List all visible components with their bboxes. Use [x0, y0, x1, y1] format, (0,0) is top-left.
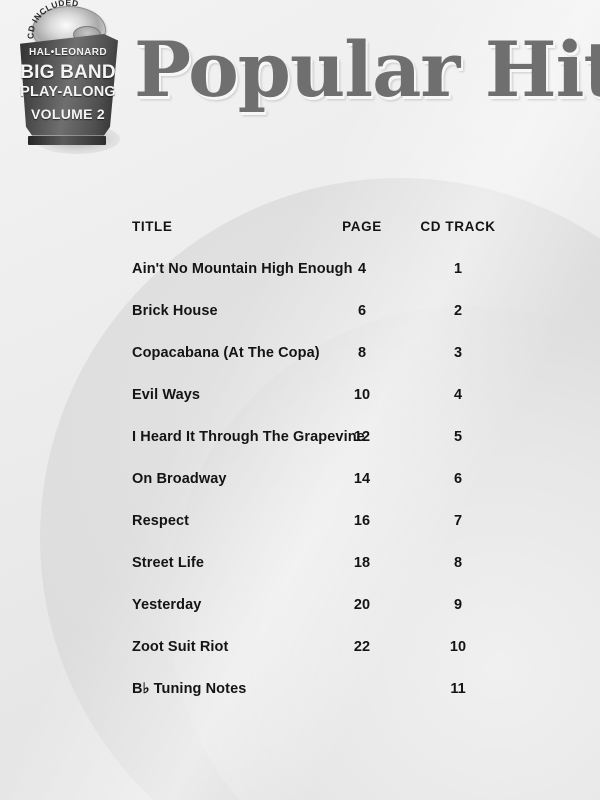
table-row: B♭ Tuning Notes 11: [132, 668, 532, 710]
table-row: Respect 16 7: [132, 500, 532, 542]
cell-cd-track: 7: [453, 513, 463, 529]
cell-title: Yesterday: [132, 597, 202, 613]
logo-series-line-2: PLAY-ALONG: [20, 84, 116, 100]
cell-cd-track: 10: [449, 639, 467, 655]
table-row: Street Life 18 8: [132, 542, 532, 584]
logo-publisher-label: HAL•LEONARD: [29, 47, 107, 58]
cell-page: 16: [353, 513, 371, 529]
cell-page: 6: [357, 303, 367, 319]
cell-cd-track: 8: [453, 555, 463, 571]
cell-title: Evil Ways: [132, 387, 201, 403]
cell-title: Zoot Suit Riot: [132, 639, 229, 655]
cell-title: Respect: [132, 513, 190, 529]
table-header-row: TITLE PAGE CD TRACK: [132, 206, 532, 248]
cell-page: 22: [353, 639, 371, 655]
cell-cd-track: 4: [453, 387, 463, 403]
column-header-cd-track: CD TRACK: [420, 219, 496, 234]
cell-title: On Broadway: [132, 471, 227, 487]
cell-page: 8: [357, 345, 367, 361]
cell-title: I Heard It Through The Grapevine: [132, 429, 365, 445]
table-row: Evil Ways 10 4: [132, 374, 532, 416]
cell-page: 20: [353, 597, 371, 613]
column-header-title: TITLE: [132, 219, 173, 234]
cell-page: 14: [353, 471, 371, 487]
table-row: Brick House 6 2: [132, 290, 532, 332]
badge-base-bar: [28, 136, 106, 145]
cell-cd-track: 2: [453, 303, 463, 319]
cd-included-text: CD INCLUDED: [25, 0, 79, 39]
logo-volume-label: VOLUME 2: [31, 106, 105, 122]
table-row: I Heard It Through The Grapevine 12 5: [132, 416, 532, 458]
cell-page: 10: [353, 387, 371, 403]
cell-title: Street Life: [132, 555, 205, 571]
cell-cd-track: 1: [453, 261, 463, 277]
cell-page: 12: [353, 429, 371, 445]
cell-cd-track: 6: [453, 471, 463, 487]
cell-title: Ain't No Mountain High Enough: [132, 261, 353, 277]
cell-cd-track: 3: [453, 345, 463, 361]
cell-cd-track: 11: [450, 681, 466, 697]
cell-page: 18: [353, 555, 371, 571]
badge-banner-shape: [20, 34, 118, 136]
cd-included-arc-label: CD INCLUDED: [25, 0, 108, 47]
track-listing-table: TITLE PAGE CD TRACK Ain't No Mountain Hi…: [132, 206, 532, 710]
page-title: Popular Hits: [134, 25, 600, 114]
table-body: Ain't No Mountain High Enough 4 1 Brick Hou…: [132, 248, 532, 710]
table-row: Ain't No Mountain High Enough 4 1: [132, 248, 532, 290]
cell-cd-track: 5: [453, 429, 463, 445]
cell-title: B♭ Tuning Notes: [132, 681, 247, 697]
cell-page: 4: [357, 261, 367, 277]
table-row: Copacabana (At The Copa) 8 3: [132, 332, 532, 374]
logo-series-line-1: BIG BAND: [20, 62, 116, 83]
hal-leonard-series-logo: CD INCLUDED HAL•LEONARD BIG BAND PLAY-AL…: [14, 0, 126, 162]
cell-title: Brick House: [132, 303, 218, 319]
column-header-page: PAGE: [342, 219, 382, 234]
cell-title: Copacabana (At The Copa): [132, 345, 320, 361]
cell-cd-track: 9: [453, 597, 463, 613]
table-row: On Broadway 14 6: [132, 458, 532, 500]
table-row: Yesterday 20 9: [132, 584, 532, 626]
table-row: Zoot Suit Riot 22 10: [132, 626, 532, 668]
